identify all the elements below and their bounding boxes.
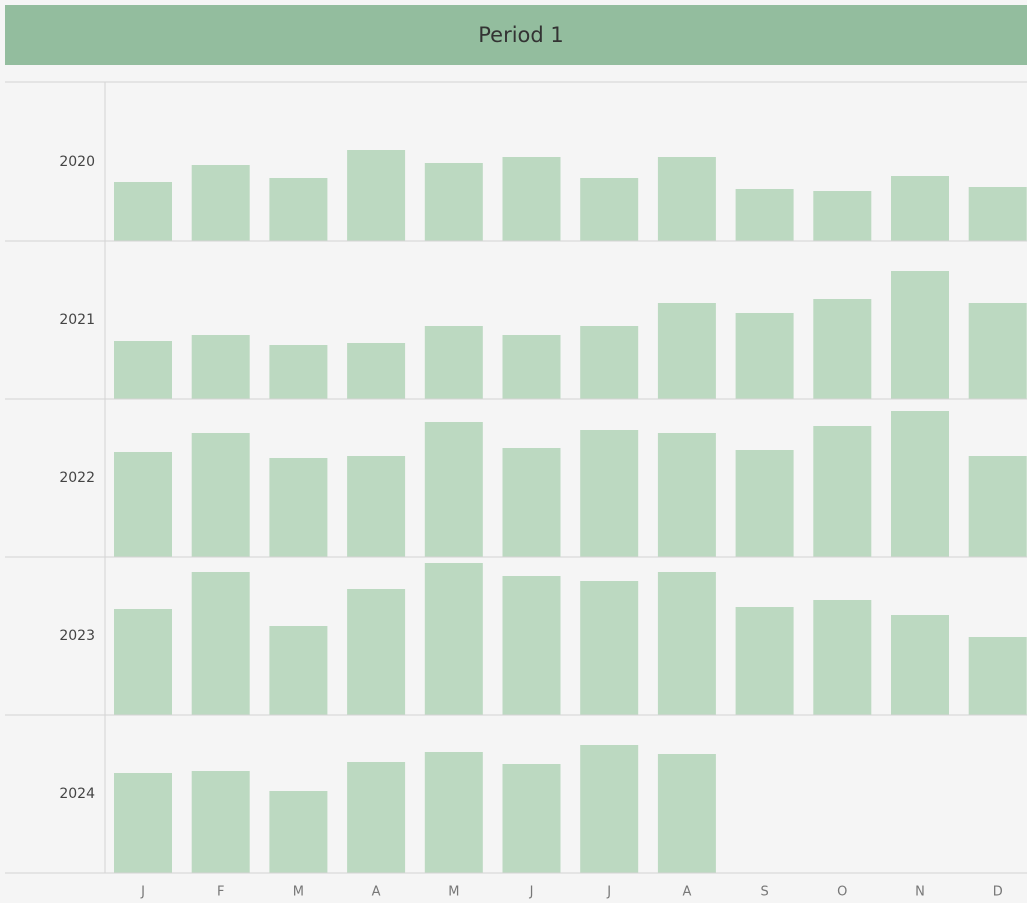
bar (580, 178, 639, 241)
bar (347, 589, 406, 715)
x-tick-label: F (217, 885, 224, 900)
bar (891, 271, 949, 399)
bar (114, 773, 172, 873)
row-label: 2022 (59, 470, 95, 486)
x-tick-label: A (682, 885, 691, 900)
bar (269, 178, 328, 241)
bar (502, 448, 561, 557)
row-label: 2021 (59, 312, 95, 328)
bar (657, 303, 716, 399)
bar (424, 752, 483, 873)
bar (114, 452, 172, 557)
bar (502, 335, 561, 399)
bar (269, 626, 328, 715)
x-tick-label: O (837, 885, 847, 900)
header-band (5, 5, 1027, 65)
bar (813, 191, 872, 241)
x-tick-label: M (293, 885, 304, 900)
x-tick-label: J (529, 885, 534, 900)
bar (191, 335, 250, 399)
bar (114, 182, 172, 241)
bar (657, 754, 716, 873)
x-tick-label: M (448, 885, 459, 900)
bar (269, 791, 328, 873)
x-tick-label: N (915, 885, 925, 900)
bar (968, 637, 1027, 715)
bar (191, 771, 250, 873)
row-label: 2023 (59, 628, 95, 644)
x-tick-label: D (993, 885, 1003, 900)
bar (968, 303, 1027, 399)
bar (347, 456, 406, 557)
bar (347, 343, 406, 399)
bar (735, 313, 794, 399)
x-tick-label: J (140, 885, 145, 900)
bar (580, 745, 639, 873)
bar (114, 609, 172, 715)
x-tick-label: A (372, 885, 381, 900)
bar (580, 430, 639, 557)
bar (269, 458, 328, 557)
bar (813, 600, 872, 715)
bar (347, 762, 406, 873)
row-label: 2024 (59, 786, 95, 802)
bar (424, 563, 483, 715)
bar (502, 764, 561, 873)
row-label: 2020 (59, 154, 95, 170)
bar (191, 165, 250, 241)
x-tick-label: J (606, 885, 611, 900)
bar (891, 411, 949, 557)
bar (968, 187, 1027, 241)
bar (191, 433, 250, 557)
bar (502, 576, 561, 715)
bar (813, 426, 872, 557)
bar (735, 607, 794, 715)
bar (657, 572, 716, 715)
bar (424, 422, 483, 557)
bar (891, 176, 949, 241)
chart-title: Period 1 (478, 23, 564, 47)
bar (269, 345, 328, 399)
bar (968, 456, 1027, 557)
bar (813, 299, 872, 399)
bar (580, 326, 639, 399)
bar (657, 433, 716, 557)
bar (735, 189, 794, 241)
bar (347, 150, 406, 241)
bar (735, 450, 794, 557)
bar (424, 326, 483, 399)
bar (424, 163, 483, 241)
bar (502, 157, 561, 241)
bar (891, 615, 949, 715)
bar (191, 572, 250, 715)
bar (580, 581, 639, 715)
x-tick-label: S (760, 885, 768, 900)
bar (114, 341, 172, 399)
bar (657, 157, 716, 241)
